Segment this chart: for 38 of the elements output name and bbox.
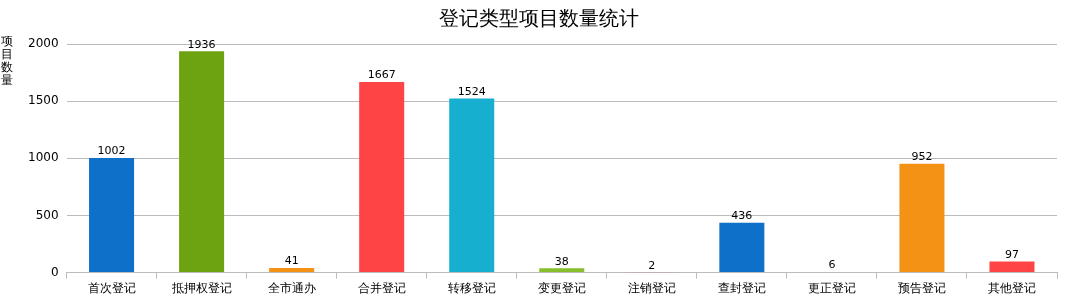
bar <box>989 261 1035 273</box>
x-tick-label: 抵押权登记 <box>170 280 232 295</box>
data-label: 1936 <box>187 37 216 51</box>
x-tick-label: 查封登记 <box>717 280 766 295</box>
x-tick-label: 全市通办 <box>267 280 316 295</box>
bar <box>179 51 225 273</box>
data-label: 436 <box>731 209 753 223</box>
bar <box>449 98 495 273</box>
bar <box>89 158 135 273</box>
data-label: 41 <box>284 254 299 268</box>
y-tick-label: 1500 <box>27 93 59 108</box>
bar <box>359 82 405 273</box>
bar <box>719 222 765 273</box>
x-tick-label: 其他登记 <box>987 280 1036 295</box>
y-tick-label: 0 <box>50 264 59 279</box>
data-label: 1002 <box>97 144 126 158</box>
data-label: 38 <box>554 254 569 268</box>
y-tick-label: 1000 <box>27 150 59 165</box>
x-tick-label: 首次登记 <box>87 280 136 295</box>
x-tick-label: 转移登记 <box>447 280 496 295</box>
x-tick-label: 合并登记 <box>357 280 406 295</box>
data-label: 6 <box>828 258 836 272</box>
chart-title: 登记类型项目数量统计 <box>438 6 639 31</box>
y-tick-label: 500 <box>35 207 59 222</box>
data-label: 952 <box>911 150 933 164</box>
data-label: 1667 <box>367 68 396 82</box>
data-label: 1524 <box>457 84 486 98</box>
y-axis-title: 项目数量 <box>1 34 13 88</box>
x-tick-label: 预告登记 <box>897 280 946 295</box>
x-tick-label: 变更登记 <box>537 280 586 295</box>
bar <box>269 267 315 273</box>
bar <box>899 163 945 273</box>
y-tick-label: 2000 <box>27 36 59 51</box>
bar <box>539 268 585 273</box>
data-label: 2 <box>648 258 656 272</box>
data-label: 97 <box>1004 247 1019 261</box>
x-tick-label: 注销登记 <box>627 280 676 295</box>
x-tick-label: 更正登记 <box>807 280 856 295</box>
